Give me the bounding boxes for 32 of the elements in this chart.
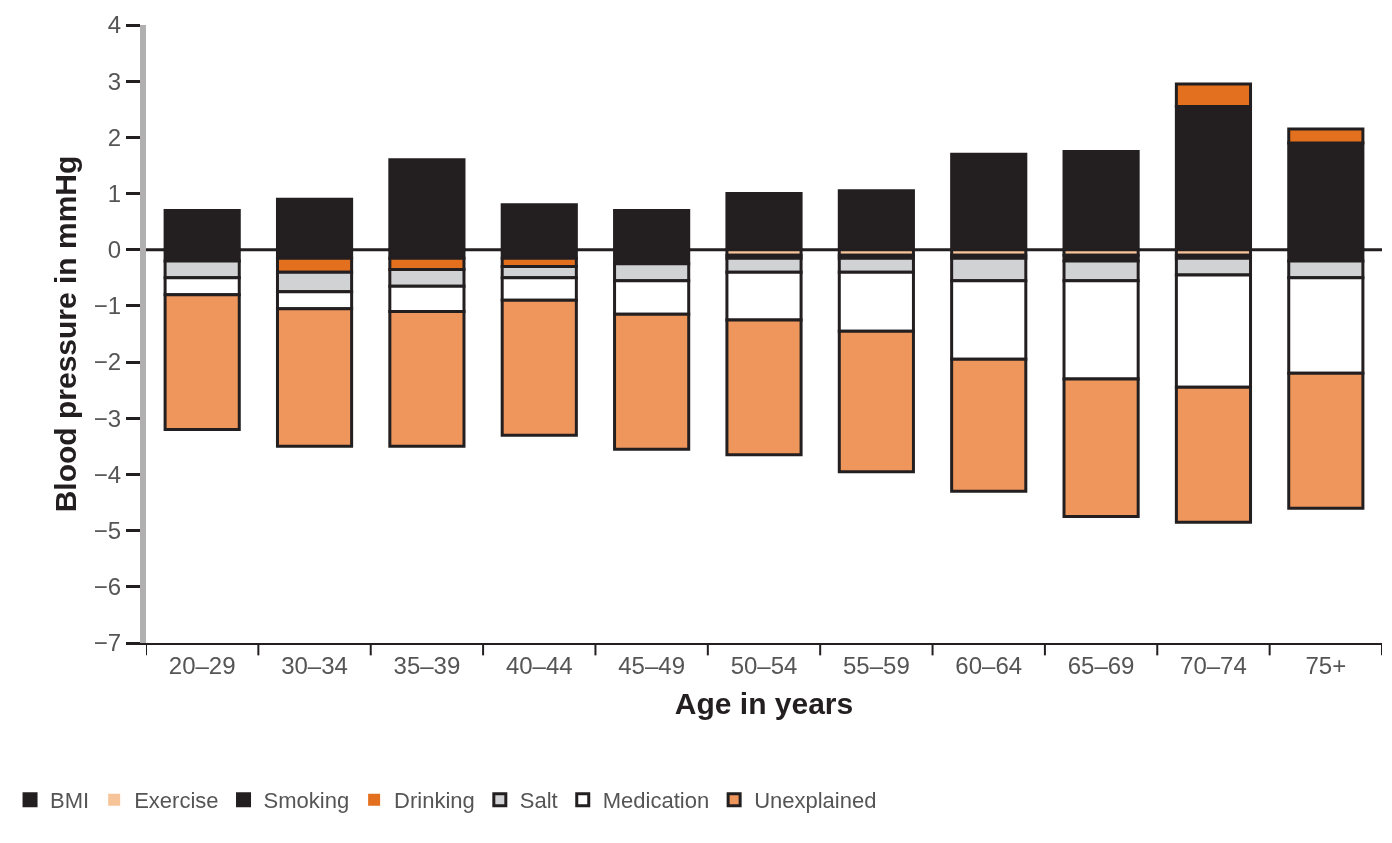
x-tick-label: 30–34 xyxy=(281,651,348,679)
y-tick-label: 0 xyxy=(107,236,122,264)
y-tick-label: −2 xyxy=(93,348,122,376)
x-tick-label: 35–39 xyxy=(393,651,461,679)
legend-label: Medication xyxy=(602,788,710,814)
y-tick-label: 1 xyxy=(107,179,122,207)
x-tick-label: 75+ xyxy=(1305,651,1347,679)
y-tick-label: 3 xyxy=(107,67,122,95)
legend-label: Unexplained xyxy=(754,788,877,814)
legend-label: Drinking xyxy=(394,788,475,814)
legend-label: Exercise xyxy=(134,788,219,814)
x-tick-label: 50–54 xyxy=(730,651,798,679)
x-tick-label: 55–59 xyxy=(842,651,910,679)
y-tick-label: −7 xyxy=(93,629,122,657)
x-axis-title: Age in years xyxy=(674,686,854,720)
legend-label: BMI xyxy=(50,788,90,814)
y-tick-label: −1 xyxy=(93,292,122,320)
x-tick-label: 70–74 xyxy=(1180,651,1247,679)
x-tick-label: 20–29 xyxy=(168,651,236,679)
x-tick-label: 45–49 xyxy=(618,651,686,679)
y-tick-label: 2 xyxy=(107,123,122,151)
x-tick-label: 40–44 xyxy=(505,651,573,679)
y-tick-label: −5 xyxy=(93,517,122,545)
x-tick-label: 65–69 xyxy=(1067,651,1135,679)
legend-label: Smoking xyxy=(263,788,350,814)
y-tick-label: −4 xyxy=(93,460,122,488)
x-tick-label: 60–64 xyxy=(955,651,1023,679)
y-axis-title: Blood pressure in mmHg xyxy=(49,155,83,513)
y-tick-label: 4 xyxy=(107,11,122,39)
legend-label: Salt xyxy=(519,788,558,814)
y-tick-label: −6 xyxy=(93,573,122,601)
y-tick-label: −3 xyxy=(93,404,122,432)
